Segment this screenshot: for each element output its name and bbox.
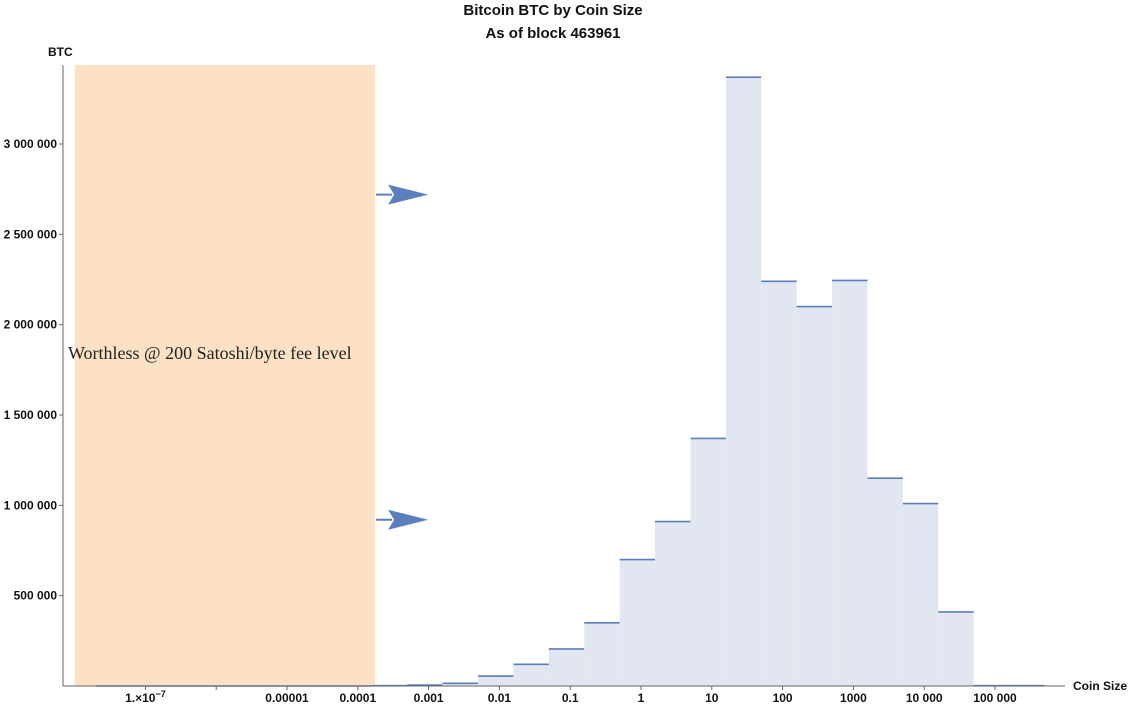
pointer-arrow-icon xyxy=(388,509,429,530)
histogram-bar xyxy=(725,77,762,687)
ticks-layer: 1.×10−7 0.00001 0.0001 0.001 0.01 0.1 1 10 100 10… xyxy=(4,137,1017,705)
histogram-bar xyxy=(902,503,939,686)
histogram-bar xyxy=(442,683,479,686)
histogram-bar xyxy=(867,478,903,686)
y-tick-label: 2 000 000 xyxy=(4,318,58,332)
x-axis-label: Coin Size xyxy=(1073,679,1127,693)
histogram-bar xyxy=(548,648,585,686)
histogram-bar xyxy=(584,622,620,686)
highlight-layer xyxy=(74,65,376,686)
axes-layer xyxy=(62,65,1065,687)
x-tick-label: 100 xyxy=(773,691,793,705)
histogram-bar xyxy=(619,559,656,686)
x-tick-label: 100 000 xyxy=(973,691,1017,705)
histogram-bar xyxy=(690,438,726,686)
histogram-bar xyxy=(796,306,833,686)
x-tick-label: 1.×10−7 xyxy=(125,689,166,705)
worthless-region-annotation: Worthless @ 200 Satoshi/byte fee level xyxy=(68,343,352,363)
arrows-layer xyxy=(376,184,429,530)
x-tick-label: 1000 xyxy=(840,691,867,705)
x-tick-label: 0.0001 xyxy=(339,691,376,705)
histogram-bar xyxy=(761,281,797,686)
chart-subtitle: As of block 463961 xyxy=(485,25,620,42)
bars-layer xyxy=(95,76,1045,687)
histogram-bar xyxy=(655,521,691,686)
worthless-region-band xyxy=(74,65,376,686)
histogram-bar xyxy=(832,280,868,686)
x-tick-label: 10 xyxy=(705,691,719,705)
x-tick-label: 0.01 xyxy=(488,691,512,705)
y-axis-label: BTC xyxy=(48,45,73,59)
y-tick-label: 2 500 000 xyxy=(4,227,58,241)
histogram-bar xyxy=(513,664,549,686)
pointer-arrow-icon xyxy=(388,184,429,205)
histogram-bar xyxy=(478,676,514,686)
x-tick-label: 0.1 xyxy=(562,691,579,705)
x-tick-label: 10 000 xyxy=(906,691,943,705)
y-tick-label: 500 000 xyxy=(14,589,58,603)
histogram-bar xyxy=(938,611,974,686)
x-tick-label: 1 xyxy=(638,691,645,705)
x-tick-label: 0.00001 xyxy=(265,691,309,705)
x-tick-label: 0.001 xyxy=(414,691,444,705)
y-tick-label: 1 500 000 xyxy=(4,408,58,422)
chart-title: Bitcoin BTC by Coin Size xyxy=(463,2,642,19)
y-tick-label: 3 000 000 xyxy=(4,137,58,151)
y-tick-label: 1 000 000 xyxy=(4,498,58,512)
